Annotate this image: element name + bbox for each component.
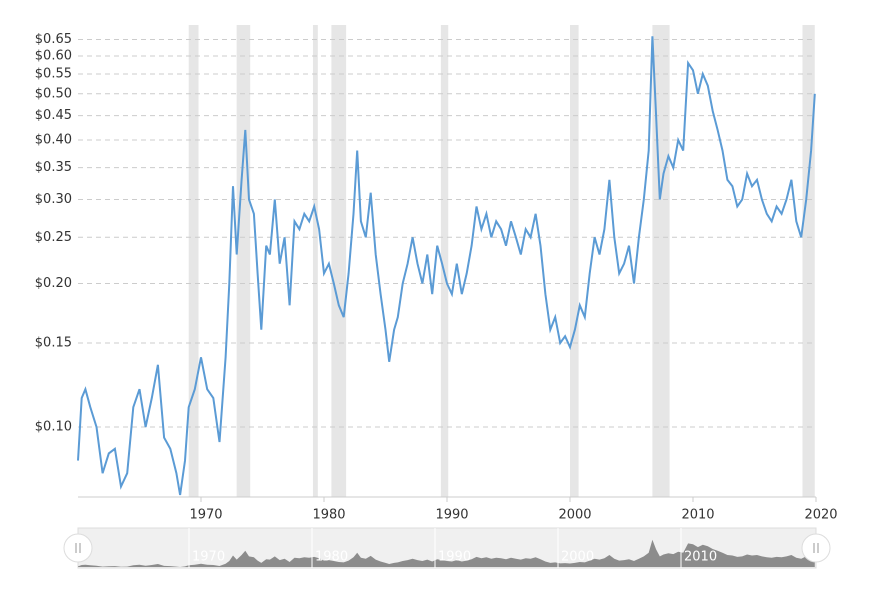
navigator-label: 1980 [315, 550, 348, 565]
x-tick-label: 1980 [312, 508, 345, 523]
handle-circle [801, 533, 831, 563]
navigator: 1970 1980 1990 2000 2010 [63, 527, 831, 569]
shaded-band [236, 25, 251, 497]
shaded-band [802, 25, 815, 497]
shaded-band [331, 25, 347, 497]
y-tick-label: $0.20 [35, 276, 72, 291]
x-tick-label: 2020 [804, 508, 837, 523]
y-tick-label: $0.45 [35, 108, 72, 123]
y-tick-label: $0.60 [35, 49, 72, 64]
handle-circle [63, 533, 93, 563]
navigator-label: 2010 [684, 550, 717, 565]
shaded-band [570, 25, 579, 497]
navigator-label: 2000 [561, 550, 594, 565]
price-line [77, 36, 816, 496]
x-tick-label: 1970 [189, 508, 222, 523]
navigator-area [78, 539, 815, 567]
shaded-band [312, 25, 318, 497]
y-tick-label: $0.55 [35, 67, 72, 82]
shaded-band [440, 25, 449, 497]
x-tick-label: 1990 [435, 508, 468, 523]
navigator-label: 1970 [192, 550, 225, 565]
shaded-band [188, 25, 199, 497]
navigator-handle[interactable] [801, 533, 831, 563]
x-tick-label: 2000 [558, 508, 591, 523]
y-tick-label: $0.40 [35, 132, 72, 147]
navigator-label: 1990 [438, 550, 471, 565]
y-tick-label: $0.15 [35, 336, 72, 351]
y-tick-label: $0.35 [35, 160, 72, 175]
x-tick-label: 2010 [681, 508, 714, 523]
y-tick-label: $0.30 [35, 192, 72, 207]
y-tick-label: $0.65 [35, 32, 72, 47]
y-tick-label: $0.10 [35, 419, 72, 434]
y-tick-label: $0.50 [35, 86, 72, 101]
navigator-handle[interactable] [63, 533, 93, 563]
y-tick-label: $0.25 [35, 230, 72, 245]
